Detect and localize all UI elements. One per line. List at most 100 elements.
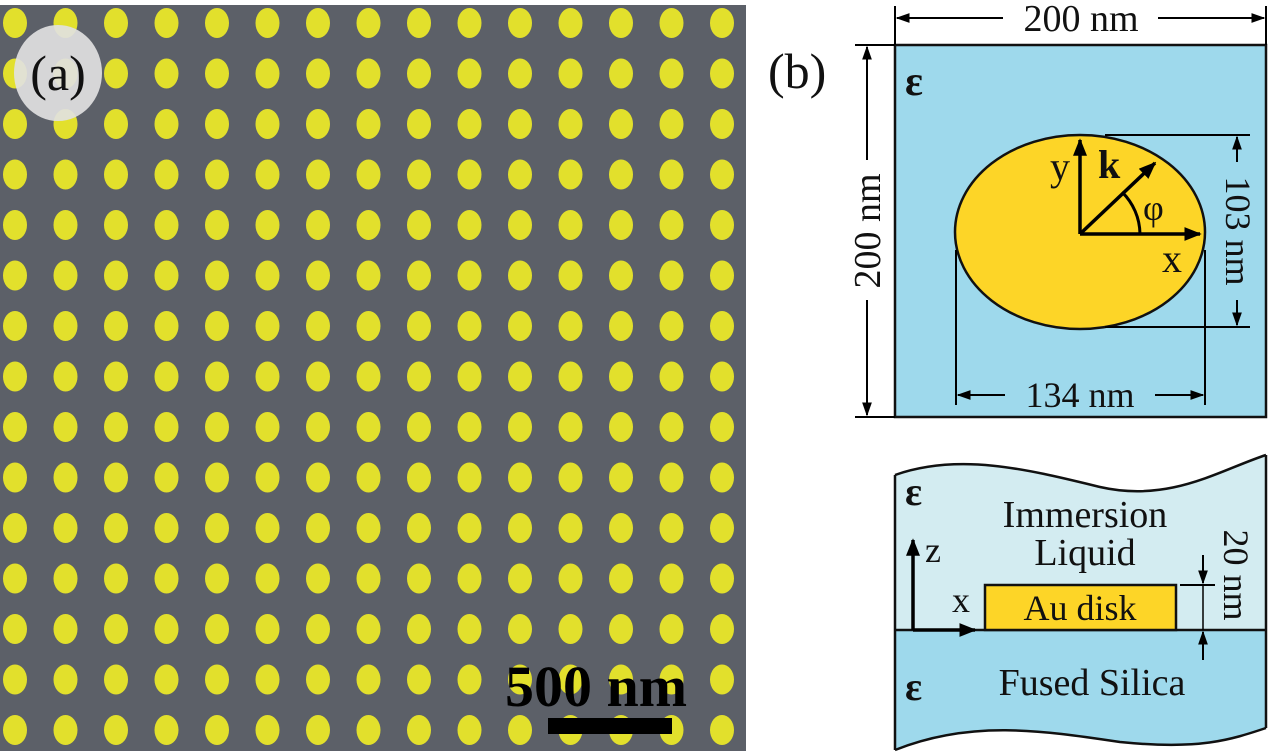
nanodisk-dot — [255, 58, 280, 89]
nanodisk-dot — [457, 260, 482, 291]
nanodisk-dot — [407, 412, 431, 442]
y-axis-label: y — [1050, 144, 1070, 189]
ellipse-width-label: 134 nm — [1025, 375, 1134, 415]
nanodisk-dot — [3, 159, 27, 190]
nanodisk-dot — [306, 260, 330, 291]
nanodisk-dot — [53, 412, 78, 442]
scalebar-label: 500 nm — [505, 654, 688, 719]
nanodisk-dot — [356, 412, 381, 442]
immersion-label-line1: Immersion — [1003, 494, 1168, 536]
nanodisk-dot — [255, 715, 280, 745]
nanodisk-dot — [710, 563, 734, 594]
au-disk-label: Au disk — [1023, 588, 1136, 628]
nanodisk-dot — [205, 109, 229, 139]
panel-a-label-text: (a) — [30, 45, 86, 101]
nanodisk-dot — [710, 8, 734, 38]
nanodisk-dot — [508, 614, 532, 644]
nanodisk-dot — [205, 412, 229, 442]
nanodisk-dot — [457, 664, 482, 695]
nanodisk-dot — [205, 361, 229, 392]
nanodisk-dot — [558, 311, 583, 341]
nanodisk-dot — [205, 8, 229, 38]
nanodisk-dot — [154, 664, 179, 695]
nanodisk-dot — [104, 109, 128, 139]
nanodisk-dot — [356, 513, 381, 543]
nanodisk-dot — [205, 664, 229, 695]
nanodisk-dot — [558, 412, 583, 442]
nanodisk-dot — [659, 563, 684, 594]
nanodisk-dot — [3, 412, 27, 442]
bottom-wavy-edge — [894, 726, 1267, 752]
nanodisk-dot — [558, 260, 583, 291]
nanodisk-dot — [508, 8, 532, 38]
nanodisk-dot — [306, 462, 330, 493]
nanodisk-dot — [104, 260, 128, 291]
nanodisk-dot — [255, 614, 280, 644]
nanodisk-dot — [457, 462, 482, 493]
nanodisk-dot — [457, 311, 482, 341]
k-vector-arrow — [1078, 161, 1157, 236]
x-axis-label: x — [1162, 236, 1182, 281]
cross-section: Au disk ε Immersion Liquid ε Fused Silic… — [893, 453, 1268, 752]
k-vector-label: k — [1098, 142, 1121, 187]
nanodisk-dot — [457, 58, 482, 89]
nanodisk-dot — [356, 614, 381, 644]
nanodisk-dot — [457, 513, 482, 543]
nanodisk-dot — [659, 462, 684, 493]
nanodisk-dot — [407, 462, 431, 493]
nanodisk-dot — [306, 513, 330, 543]
nanodisk-dot — [710, 412, 734, 442]
nanodisk-dot — [609, 614, 633, 644]
nanodisk-dot — [659, 260, 684, 291]
nanodisk-dot — [356, 58, 381, 89]
nanodisk-dot — [407, 311, 431, 341]
nanodisk-dot — [508, 664, 532, 695]
nanodisk-dot — [356, 109, 381, 139]
nanodisk-dot — [508, 109, 532, 139]
nanodisk-dot — [508, 210, 532, 240]
nanodisk-dot — [407, 260, 431, 291]
nanodisk-dot — [255, 361, 280, 392]
nanodisk-dot — [508, 159, 532, 190]
nanodisk-dot — [659, 159, 684, 190]
nanodisk-dot — [356, 664, 381, 695]
fused-silica-label: Fused Silica — [999, 662, 1186, 704]
nanodisk-dot — [457, 210, 482, 240]
nanodisk-dot — [104, 664, 128, 695]
nanodisk-dot — [3, 513, 27, 543]
nanodisk-dot — [255, 563, 280, 594]
unit-cell-height-label: 200 nm — [847, 173, 889, 288]
nanodisk-dot — [659, 614, 684, 644]
nanodisk-dot — [558, 109, 583, 139]
z-axis-label: z — [925, 530, 941, 570]
nanodisk-dot — [407, 614, 431, 644]
nanodisk-dot — [710, 361, 734, 392]
nanodisk-dot — [710, 614, 734, 644]
nanodisk-dot — [104, 210, 128, 240]
nanodisk-dot — [659, 109, 684, 139]
nanodisk-dot — [508, 462, 532, 493]
nanodisk-dot — [255, 260, 280, 291]
nanodisk-dot — [205, 614, 229, 644]
nanodisk-dot — [104, 563, 128, 594]
nanodisk-dot — [659, 361, 684, 392]
nanodisk-dot — [154, 58, 179, 89]
nanodisk-dot — [154, 715, 179, 745]
nanodisk-dot — [53, 563, 78, 594]
nanodisk-dot — [53, 311, 78, 341]
nanodisk-dot — [3, 614, 27, 644]
nanodisk-dot — [306, 311, 330, 341]
nanodisk-dot — [558, 462, 583, 493]
nanodisk-dot — [205, 260, 229, 291]
nanodisk-dot — [558, 361, 583, 392]
nanodisk-dot — [558, 210, 583, 240]
epsilon-top-view: ε — [905, 59, 923, 105]
fused-silica-region — [895, 630, 1266, 750]
nanodisk-dot — [104, 513, 128, 543]
nanodisk-dot — [710, 159, 734, 190]
nanodisk-dot — [659, 664, 684, 695]
nanodisk-dot — [53, 260, 78, 291]
nanodisk-dot — [104, 412, 128, 442]
nanodisk-dot — [255, 210, 280, 240]
nanodisk-dot — [3, 109, 27, 139]
